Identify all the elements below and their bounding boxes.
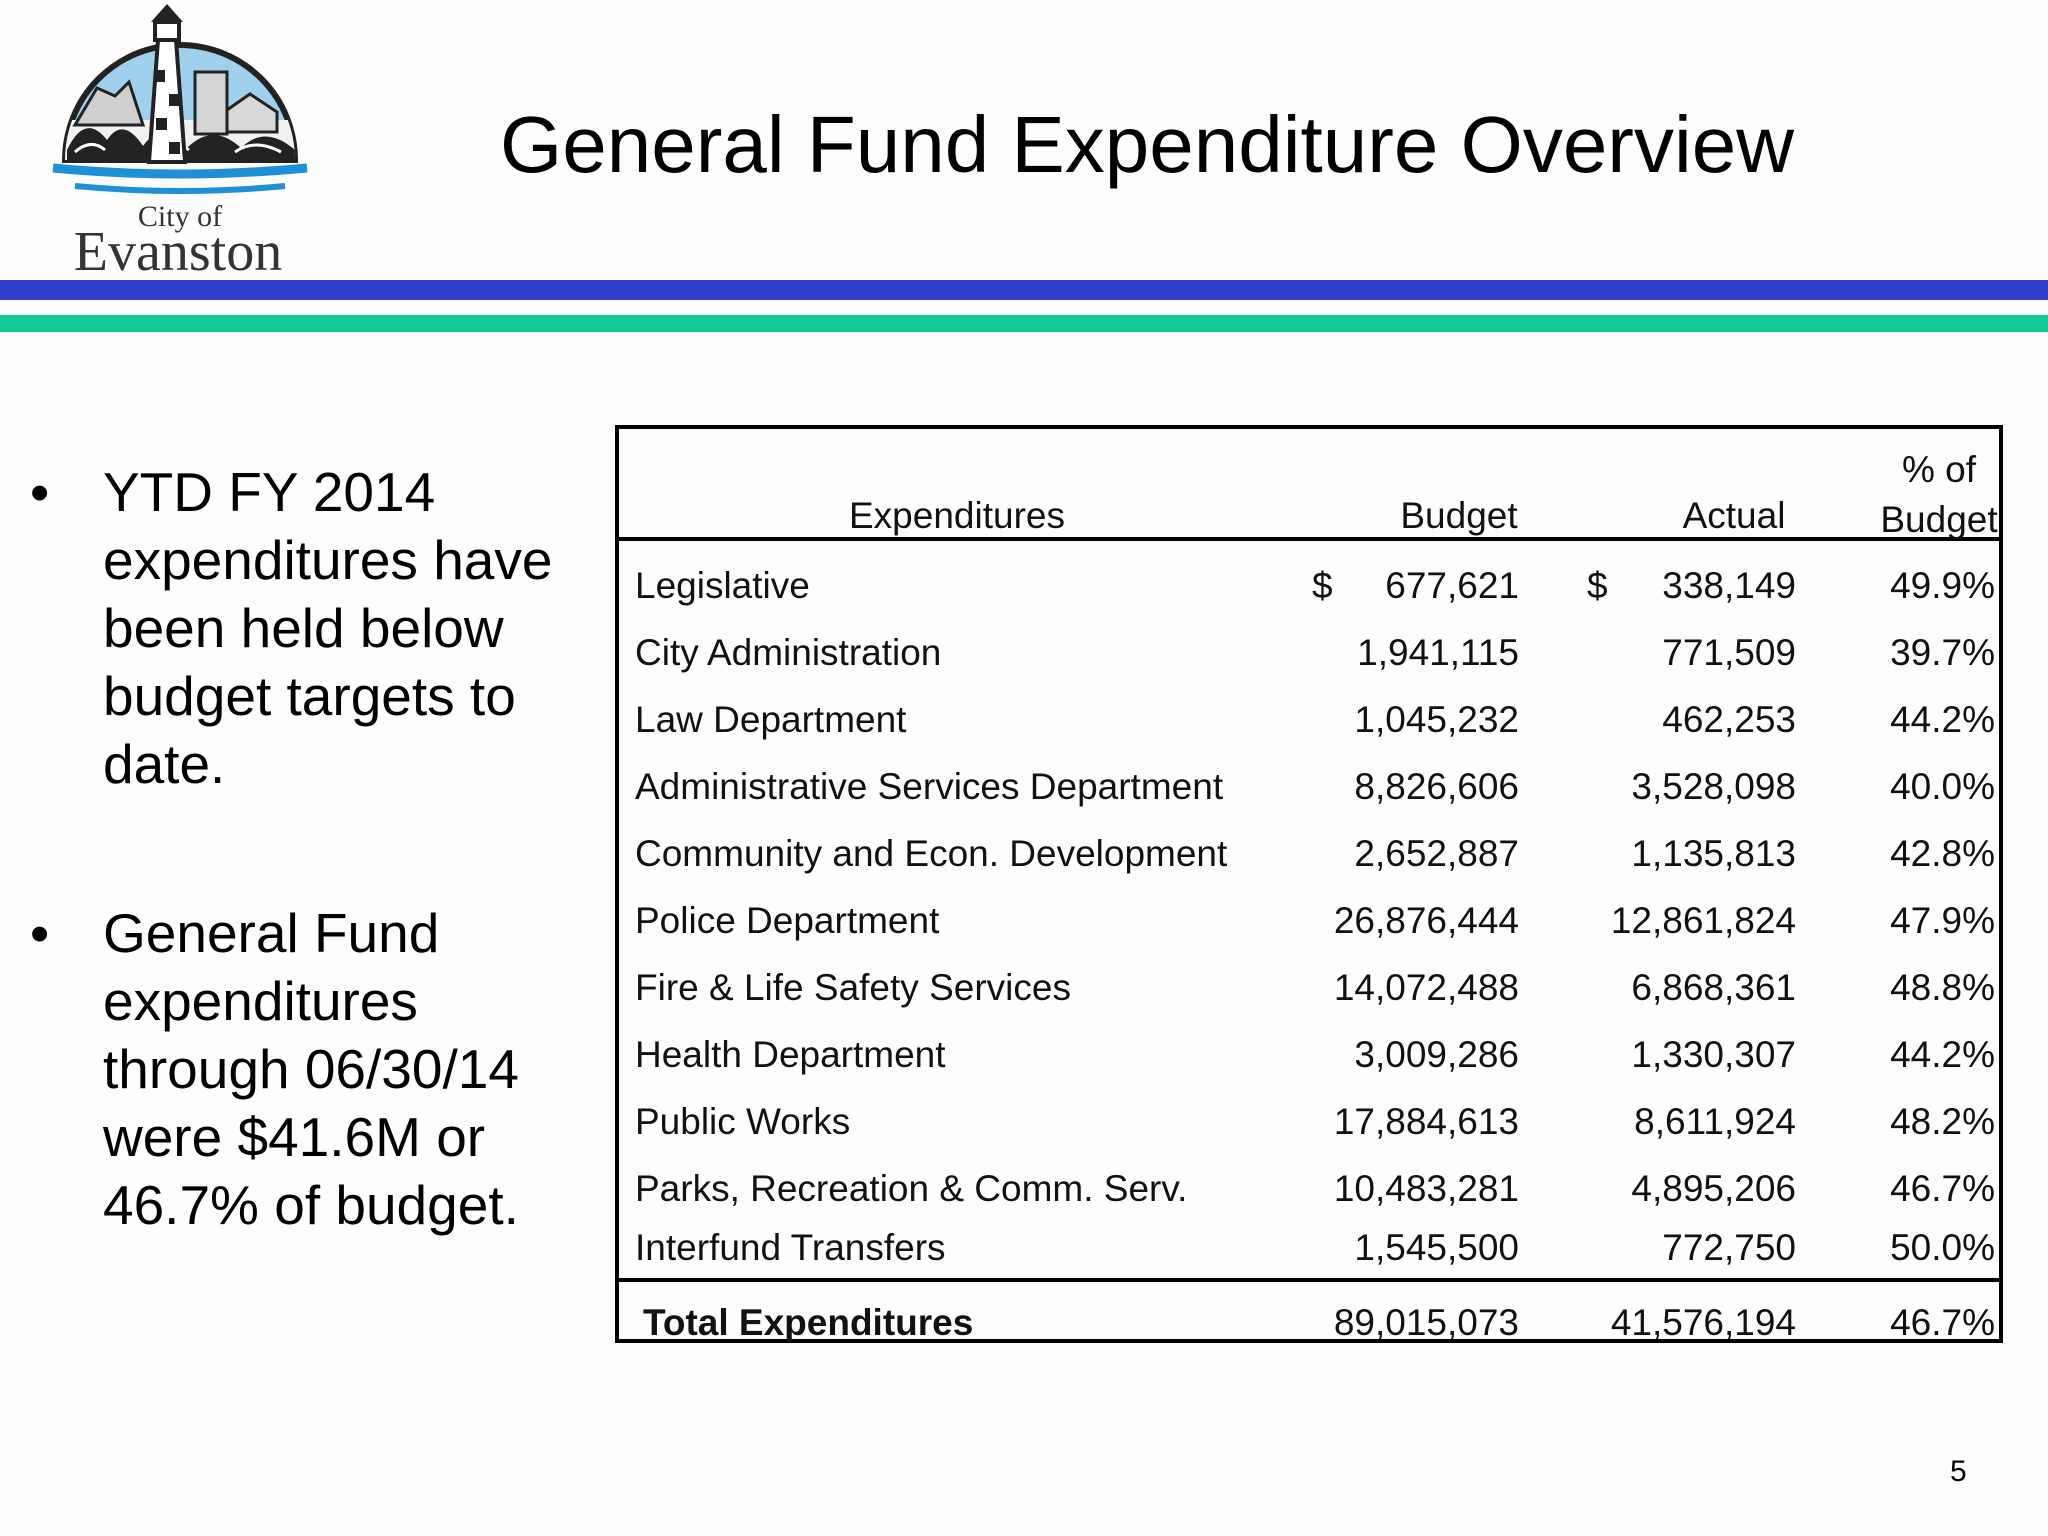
- expenditure-table: Expenditures Budget Actual % of Budget L…: [615, 425, 2003, 1343]
- row-actual: 1,135,813: [1631, 833, 1796, 874]
- row-percent: 50.0%: [1890, 1227, 1995, 1268]
- row-budget: 10,483,281: [1333, 1168, 1519, 1209]
- slide-title: General Fund Expenditure Overview: [500, 100, 1794, 189]
- row-percent: 42.8%: [1890, 833, 1995, 874]
- bullet-item: • General Fund expenditures through 06/3…: [30, 899, 590, 1239]
- city-of-evanston-logo: City of Evanston: [45, 0, 315, 283]
- actual-currency-symbol: $: [1587, 565, 1608, 606]
- row-budget: 3,009,286: [1354, 1034, 1519, 1075]
- table-row: Law Department 1,045,232 462,253 44.2%: [619, 695, 1999, 745]
- row-budget: 1,941,115: [1357, 632, 1519, 673]
- row-actual: 6,868,361: [1631, 967, 1796, 1008]
- bullet-text: YTD FY 2014 expenditures have been held …: [103, 461, 553, 795]
- row-percent: 40.0%: [1890, 766, 1995, 807]
- header-expenditures: Expenditures: [849, 495, 1065, 536]
- row-budget: 14,072,488: [1333, 967, 1519, 1008]
- row-percent: 47.9%: [1890, 900, 1995, 941]
- row-percent: 48.2%: [1890, 1101, 1995, 1142]
- row-percent: 39.7%: [1890, 632, 1995, 673]
- total-percent: 46.7%: [1890, 1302, 1995, 1343]
- bullet-dot-icon: •: [30, 461, 50, 523]
- bullet-text: General Fund expenditures through 06/30/…: [103, 902, 519, 1236]
- total-budget: 89,015,073: [1333, 1302, 1519, 1343]
- budget-currency-symbol: $: [1312, 565, 1333, 606]
- row-percent: 46.7%: [1890, 1168, 1995, 1209]
- row-name: Police Department: [635, 900, 940, 941]
- row-budget: 26,876,444: [1333, 900, 1519, 941]
- header-rule-blue: [0, 280, 2048, 300]
- header-pct-line2: Budget: [1880, 499, 1998, 540]
- row-name: Law Department: [635, 699, 907, 740]
- row-actual: 3,528,098: [1631, 766, 1796, 807]
- page-number: 5: [1950, 1455, 1967, 1488]
- total-row: Total Expenditures 89,015,073 41,576,194…: [619, 1298, 1999, 1348]
- table-row: Community and Econ. Development 2,652,88…: [619, 829, 1999, 879]
- table-row: Fire & Life Safety Services 14,072,488 6…: [619, 963, 1999, 1013]
- logo-line2: Evanston: [74, 221, 282, 280]
- bullet-item: • YTD FY 2014 expenditures have been hel…: [30, 458, 590, 798]
- row-name: Administrative Services Department: [635, 766, 1224, 807]
- table-row: Public Works 17,884,613 8,611,924 48.2%: [619, 1097, 1999, 1147]
- table-row: Interfund Transfers 1,545,500 772,750 50…: [619, 1223, 1999, 1273]
- row-name: Parks, Recreation & Comm. Serv.: [635, 1168, 1188, 1209]
- row-name: City Administration: [635, 632, 942, 673]
- row-budget: 8,826,606: [1354, 766, 1519, 807]
- row-percent: 44.2%: [1890, 699, 1995, 740]
- header-actual: Actual: [1682, 495, 1786, 536]
- row-actual: 1,330,307: [1631, 1034, 1796, 1075]
- row-budget: 2,652,887: [1354, 833, 1519, 874]
- row-actual: 772,750: [1662, 1227, 1796, 1268]
- table-row: Administrative Services Department 8,826…: [619, 762, 1999, 812]
- row-actual: 12,861,824: [1610, 900, 1796, 941]
- row-budget: 1,045,232: [1354, 699, 1519, 740]
- row-name: Community and Econ. Development: [635, 833, 1228, 874]
- row-name: Fire & Life Safety Services: [635, 967, 1071, 1008]
- bullet-dot-icon: •: [30, 902, 50, 964]
- row-name: Public Works: [635, 1101, 851, 1142]
- table-row: City Administration 1,941,115 771,509 39…: [619, 628, 1999, 678]
- row-name: Health Department: [635, 1034, 946, 1075]
- row-percent: 49.9%: [1890, 565, 1995, 606]
- row-percent: 44.2%: [1890, 1034, 1995, 1075]
- row-name: Interfund Transfers: [635, 1227, 946, 1268]
- header-budget: Budget: [1400, 495, 1518, 536]
- lighthouse-seal-icon: City of Evanston: [52, 4, 308, 283]
- row-budget: 1,545,500: [1354, 1227, 1519, 1268]
- row-percent: 48.8%: [1890, 967, 1995, 1008]
- row-name: Legislative: [635, 565, 810, 606]
- row-actual: 4,895,206: [1631, 1168, 1796, 1209]
- row-actual: 462,253: [1662, 699, 1796, 740]
- total-divider: [619, 1278, 1999, 1282]
- row-actual: 771,509: [1662, 632, 1796, 673]
- row-budget: 677,621: [1385, 565, 1519, 606]
- row-actual: 8,611,924: [1634, 1101, 1796, 1142]
- table-row: Legislative $ 677,621 $ 338,149 49.9%: [619, 561, 1999, 611]
- header-rule-green: [0, 315, 2048, 332]
- table-header: Expenditures Budget Actual % of Budget: [619, 429, 1999, 541]
- table-row: Police Department 26,876,444 12,861,824 …: [619, 896, 1999, 946]
- total-name: Total Expenditures: [643, 1302, 974, 1343]
- table-row: Health Department 3,009,286 1,330,307 44…: [619, 1030, 1999, 1080]
- row-actual: 338,149: [1662, 565, 1796, 606]
- header-pct-line1: % of: [1901, 449, 1977, 490]
- row-budget: 17,884,613: [1333, 1101, 1519, 1142]
- bullet-list: • YTD FY 2014 expenditures have been hel…: [30, 458, 590, 1239]
- table-row: Parks, Recreation & Comm. Serv. 10,483,2…: [619, 1164, 1999, 1214]
- logo-line1: City of: [138, 200, 222, 233]
- total-actual: 41,576,194: [1610, 1302, 1796, 1343]
- header-percent-of-budget: % of Budget: [1849, 445, 2029, 545]
